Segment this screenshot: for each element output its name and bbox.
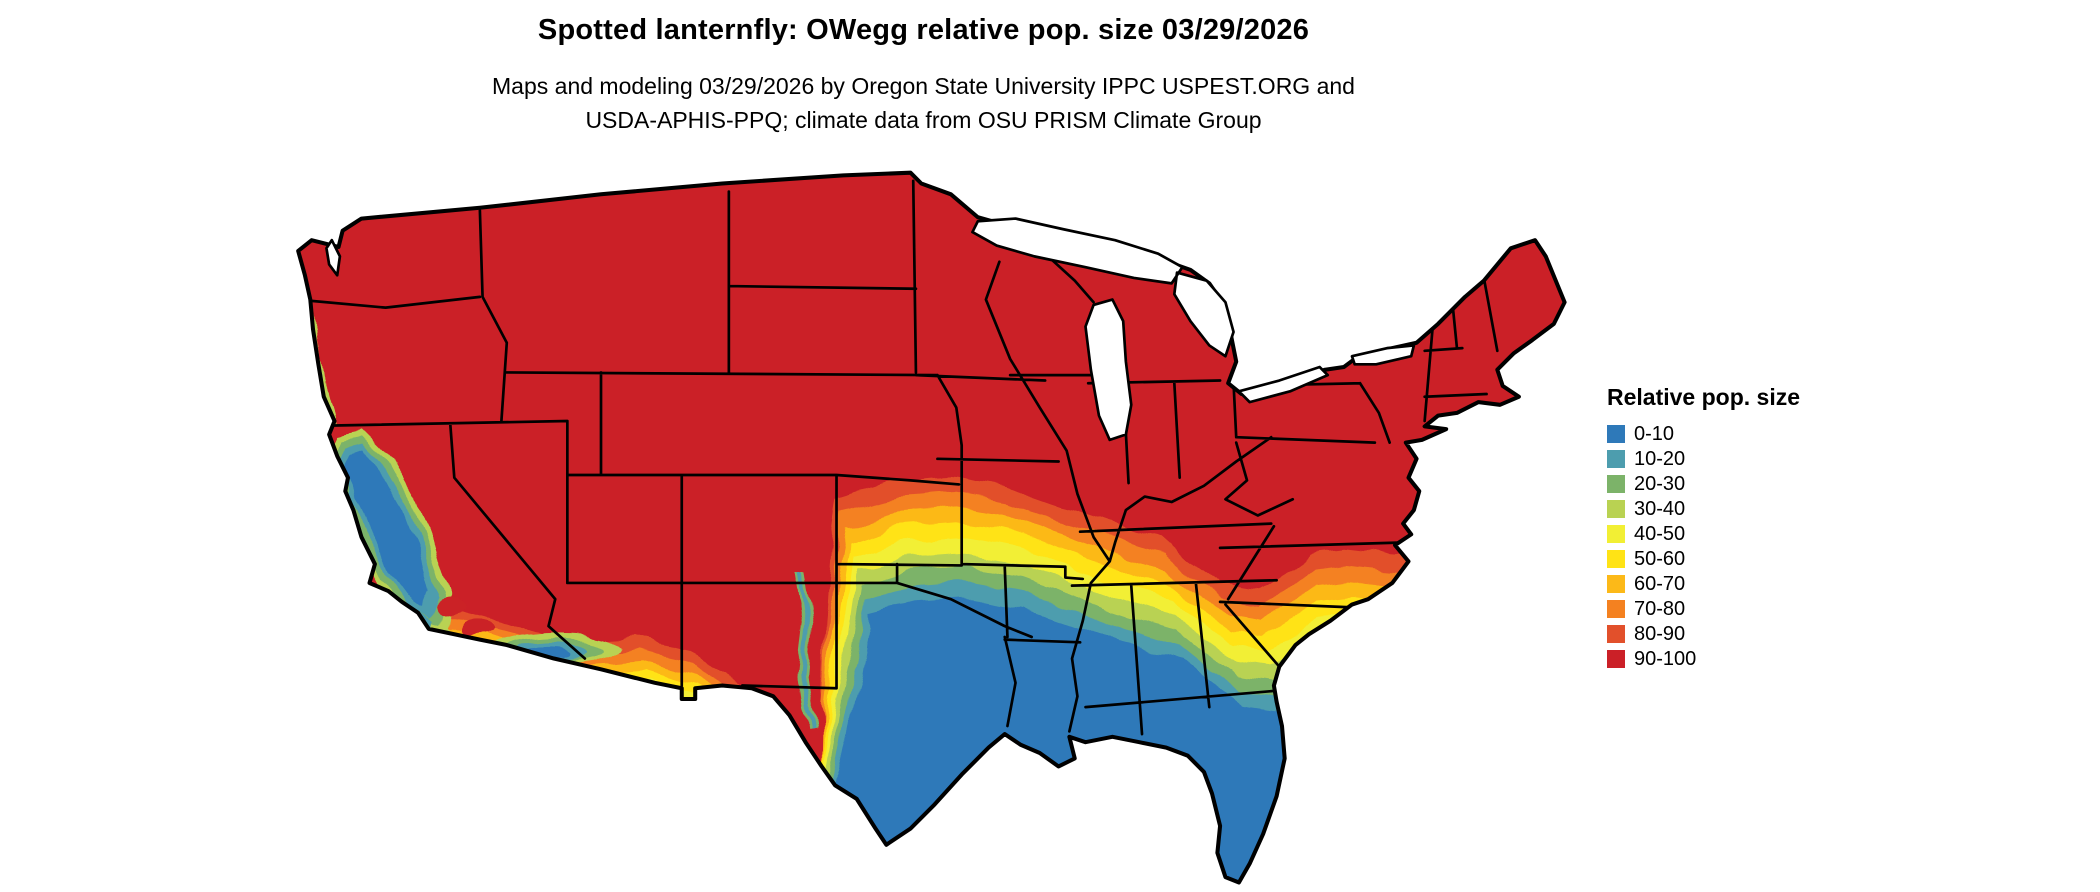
figure-subtitle: Maps and modeling 03/29/2026 by Oregon S…: [281, 69, 1566, 137]
socal-mountain-red-patch: [461, 619, 497, 636]
figure-header: Spotted lanternfly: OWegg relative pop. …: [281, 14, 1566, 137]
legend-label: 70-80: [1634, 597, 1686, 620]
legend-swatch: [1607, 549, 1625, 568]
legend-swatch: [1607, 424, 1625, 443]
socal-mountain-red-patch: [434, 596, 467, 613]
subtitle-line-1: Maps and modeling 03/29/2026 by Oregon S…: [492, 73, 1355, 99]
map-legend: Relative pop. size 0-10 10-20 20-30 30-4…: [1607, 384, 1887, 671]
legend-swatch: [1607, 624, 1625, 643]
great-lakes: [325, 217, 1416, 442]
state-borders: [298, 179, 1499, 736]
legend-label: 80-90: [1634, 622, 1686, 645]
figure-title: Spotted lanternfly: OWegg relative pop. …: [537, 14, 1310, 46]
legend-label: 30-40: [1634, 497, 1686, 520]
legend-label: 90-100: [1634, 647, 1697, 670]
legend-title: Relative pop. size: [1607, 384, 1801, 410]
legend-swatch: [1607, 474, 1625, 493]
legend-item: 90-100: [1607, 646, 1887, 671]
legend-swatch: [1607, 649, 1625, 668]
map-clipped-content: [298, 172, 1565, 883]
legend-label: 20-30: [1634, 472, 1686, 495]
rio-grande-valley-teal-strip: [798, 569, 813, 730]
legend-item: 70-80: [1607, 596, 1887, 621]
legend-item: 10-20: [1607, 446, 1887, 471]
legend-label: 10-20: [1634, 447, 1686, 470]
legend-label: 0-10: [1634, 422, 1675, 445]
legend-item: 0-10: [1607, 421, 1887, 446]
map-container: [278, 170, 1570, 892]
legend-item: 60-70: [1607, 571, 1887, 596]
legend-label: 60-70: [1634, 572, 1686, 595]
legend-label: 50-60: [1634, 547, 1686, 570]
legend-swatch: [1607, 449, 1625, 468]
us-national-outline: [296, 170, 1567, 885]
california-valley-core-blue: [345, 452, 429, 605]
legend-label: 40-50: [1634, 522, 1686, 545]
legend-swatch: [1607, 499, 1625, 518]
legend-swatch: [1607, 524, 1625, 543]
legend-item: 50-60: [1607, 546, 1887, 571]
subtitle-line-2: USDA-APHIS-PPQ; climate data from OSU PR…: [585, 107, 1262, 133]
legend-swatch: [1607, 574, 1625, 593]
legend-item: 30-40: [1607, 496, 1887, 521]
us-map: [296, 170, 1567, 885]
legend-item: 80-90: [1607, 621, 1887, 646]
legend-item: 40-50: [1607, 521, 1887, 546]
legend-swatch: [1607, 599, 1625, 618]
legend-item: 20-30: [1607, 471, 1887, 496]
